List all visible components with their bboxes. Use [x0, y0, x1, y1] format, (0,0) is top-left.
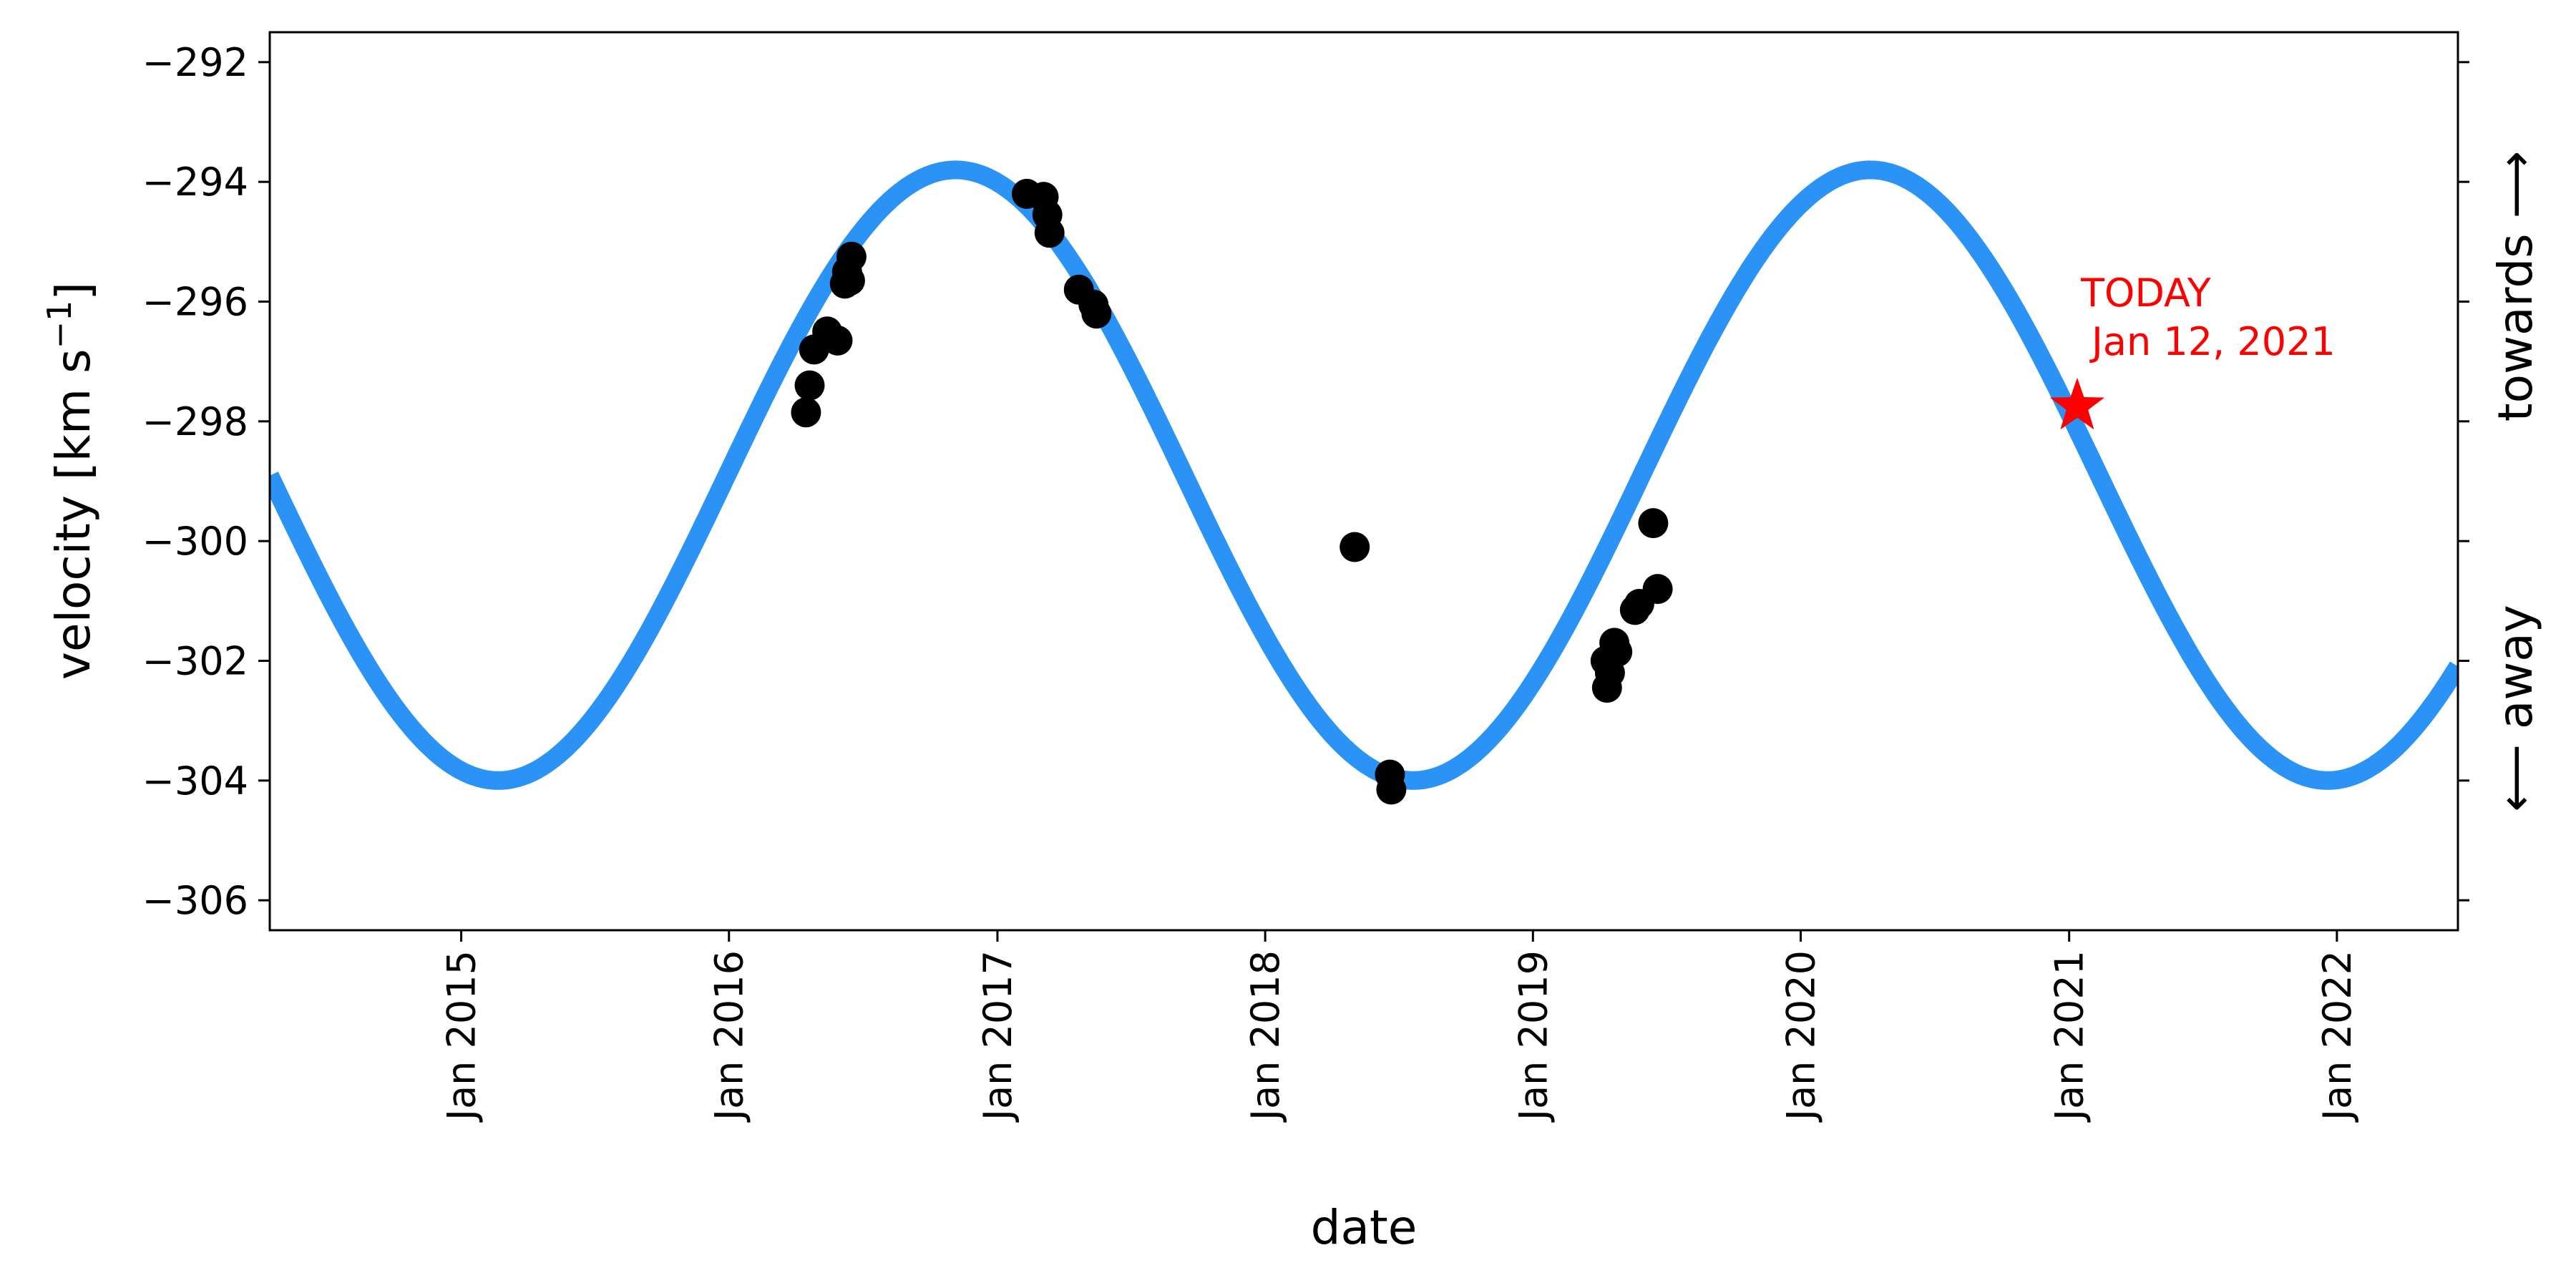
x-tick-label-1: Jan 2016	[707, 950, 752, 1123]
x-tick-label-7: Jan 2022	[2315, 950, 2360, 1123]
observation-point-0	[791, 397, 821, 428]
y-tick-label-6: −304	[142, 758, 248, 804]
y-ticks: −292 −294 −296 −298 −300 −302 −304 −306	[142, 40, 2469, 923]
observation-point-12	[1034, 218, 1065, 248]
y-tick-label-0: −292	[142, 40, 248, 85]
plot-area	[270, 32, 2458, 930]
y-tick-label-2: −296	[142, 280, 248, 325]
observation-point-27	[1642, 574, 1673, 605]
y-tick-label-1: −294	[142, 160, 248, 205]
observation-point-26	[1638, 508, 1669, 539]
y-tick-label-4: −300	[142, 519, 248, 564]
observation-point-8	[836, 241, 867, 272]
x-tick-label-6: Jan 2021	[2047, 950, 2092, 1123]
y-tick-label-3: −298	[142, 399, 248, 444]
x-tick-label-4: Jan 2019	[1511, 950, 1556, 1123]
model-curve	[270, 160, 2458, 790]
x-tick-label-3: Jan 2018	[1243, 950, 1288, 1123]
observation-point-18	[1376, 774, 1407, 805]
x-tick-label-2: Jan 2017	[975, 950, 1020, 1123]
y-axis-label: velocity [km s−1]	[40, 282, 101, 680]
model-curve-layer	[270, 160, 2458, 790]
observation-point-23	[1602, 637, 1633, 667]
y-tick-label-7: −306	[142, 878, 248, 923]
observation-point-7	[834, 265, 865, 296]
observation-point-15	[1081, 298, 1112, 329]
plot-frame	[268, 31, 2459, 932]
observations-layer	[791, 178, 1673, 805]
today-label: TODAY	[2080, 270, 2212, 316]
observation-point-1	[794, 370, 825, 401]
right-label-away: ⟵ away	[2488, 605, 2543, 812]
x-tick-label-5: Jan 2020	[1779, 950, 1824, 1123]
x-axis-label: date	[1311, 1200, 1418, 1255]
today-star-icon	[2049, 377, 2104, 430]
observation-point-16	[1340, 532, 1370, 562]
right-label-towards: towards ⟶	[2488, 151, 2543, 422]
x-ticks: Jan 2015 Jan 2016 Jan 2017 Jan 2018 Jan 2019…	[439, 930, 2360, 1123]
today-date-label: Jan 12, 2021	[2089, 319, 2336, 364]
observation-point-4	[822, 325, 853, 356]
x-tick-label-0: Jan 2015	[439, 950, 484, 1123]
y-tick-label-5: −302	[142, 639, 248, 684]
